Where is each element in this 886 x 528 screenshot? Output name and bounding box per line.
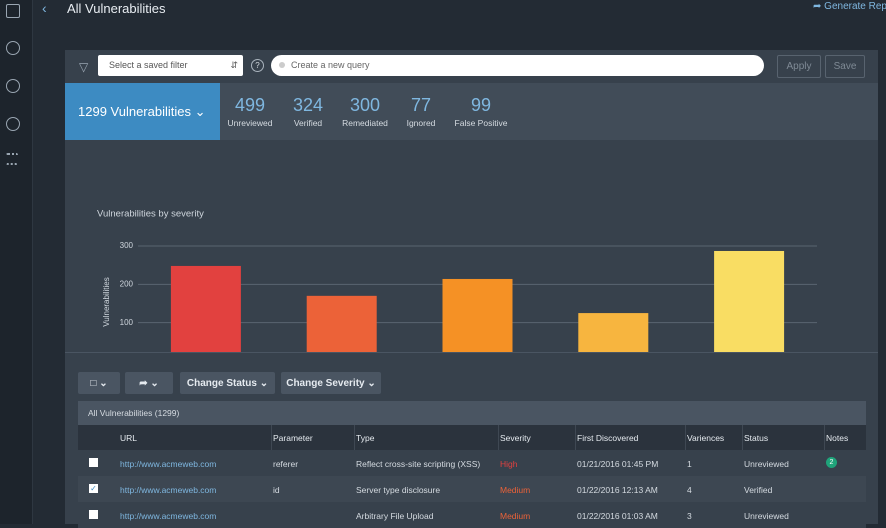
back-button[interactable]: ‹ xyxy=(42,0,47,16)
column-header: First Discovered xyxy=(577,433,638,443)
table-cell: referer xyxy=(273,459,298,469)
change-severity-label[interactable]: Change Severity xyxy=(286,378,364,389)
table-cell: Medium xyxy=(500,511,530,521)
nav-apps[interactable] xyxy=(6,41,20,55)
column-divider xyxy=(271,425,272,450)
column-header: Variences xyxy=(687,433,724,443)
row-checkbox[interactable] xyxy=(89,510,98,519)
bar xyxy=(443,279,513,352)
saved-filter-text: Select a saved filter xyxy=(109,60,188,70)
table-cell: Verified xyxy=(744,485,772,495)
y-tick-label: 200 xyxy=(120,279,134,288)
nav-dashboard[interactable] xyxy=(6,4,20,18)
bar xyxy=(307,296,377,352)
nav-vulnerabilities[interactable] xyxy=(6,117,20,131)
divider xyxy=(65,352,878,353)
table-cell: Medium xyxy=(500,485,530,495)
row-checkbox[interactable] xyxy=(89,458,98,467)
save-button[interactable]: Save xyxy=(825,55,865,78)
nav-targets[interactable] xyxy=(6,79,20,93)
table-cell: Unreviewed xyxy=(744,511,789,521)
column-divider xyxy=(575,425,576,450)
apply-button[interactable]: Apply xyxy=(777,55,821,78)
filter-icon: ▽ xyxy=(79,60,88,74)
help-icon[interactable]: ? xyxy=(251,59,264,72)
y-tick-label: 300 xyxy=(120,241,134,250)
table-cell: Server type disclosure xyxy=(356,485,440,495)
column-divider xyxy=(824,425,825,450)
table-cell[interactable]: http://www.acmeweb.com xyxy=(120,485,216,495)
column-divider xyxy=(685,425,686,450)
y-tick-label: 100 xyxy=(120,318,134,327)
sidebar xyxy=(0,0,33,524)
chart-title: Vulnerabilities by severity xyxy=(97,209,204,220)
table-cell: 01/21/2016 01:45 PM xyxy=(577,459,658,469)
notes-badge[interactable]: 2 xyxy=(826,457,837,468)
table-cell: Unreviewed xyxy=(744,459,789,469)
table-cell: 3 xyxy=(687,511,692,521)
table-cell[interactable]: http://www.acmeweb.com xyxy=(120,511,216,521)
query-input[interactable]: Create a new query xyxy=(271,55,764,76)
row-checkbox[interactable]: ✓ xyxy=(89,484,98,493)
column-divider xyxy=(742,425,743,450)
main-panel: ▽ Select a saved filter⇵ ? Create a new … xyxy=(65,50,878,524)
column-header: Status xyxy=(744,433,768,443)
bar xyxy=(714,251,784,352)
column-divider xyxy=(498,425,499,450)
table-cell: Reflect cross-site scripting (XSS) xyxy=(356,459,480,469)
nav-list[interactable] xyxy=(6,153,18,165)
stat-label: False Positive xyxy=(441,118,521,128)
table-cell: 4 xyxy=(687,485,692,495)
table-cell: Arbitrary File Upload xyxy=(356,511,433,521)
change-status-label[interactable]: Change Status xyxy=(187,378,257,389)
table-cell: id xyxy=(273,485,280,495)
bar xyxy=(171,266,241,352)
y-axis-label: Vulnerabilities xyxy=(102,277,111,327)
column-header: URL xyxy=(120,433,137,443)
column-header: Severity xyxy=(500,433,531,443)
saved-filter-select[interactable]: Select a saved filter⇵ xyxy=(98,55,243,76)
column-header: Type xyxy=(356,433,374,443)
column-header: Parameter xyxy=(273,433,313,443)
table-cell: 1 xyxy=(687,459,692,469)
generate-report[interactable]: ➦ Generate Report xyxy=(813,1,886,12)
total-label: 1299 Vulnerabilities xyxy=(78,104,191,119)
chart: Vulnerabilities by severity Vulnerabilit… xyxy=(65,140,878,352)
table-cell: 01/22/2016 01:03 AM xyxy=(577,511,658,521)
column-header: Notes xyxy=(826,433,848,443)
select-all[interactable]: □ ⌄ xyxy=(78,372,120,394)
change-status[interactable]: Change Status ⌄ xyxy=(180,372,275,394)
page-title: All Vulnerabilities xyxy=(67,1,166,16)
generate-report-label[interactable]: Generate Report xyxy=(824,1,886,12)
column-divider xyxy=(354,425,355,450)
table-cell: High xyxy=(500,459,517,469)
change-severity[interactable]: Change Severity ⌄ xyxy=(281,372,381,394)
query-text: Create a new query xyxy=(291,60,370,70)
bar xyxy=(578,313,648,352)
table-cell: 01/22/2016 12:13 AM xyxy=(577,485,658,495)
total-dropdown[interactable]: 1299 Vulnerabilities ⌄ xyxy=(65,83,220,140)
table-cell[interactable]: http://www.acmeweb.com xyxy=(120,459,216,469)
table-caption: All Vulnerabilities (1299) xyxy=(78,401,866,425)
share-menu[interactable]: ➦ ⌄ xyxy=(125,372,173,394)
stat-value: 99 xyxy=(441,95,521,116)
